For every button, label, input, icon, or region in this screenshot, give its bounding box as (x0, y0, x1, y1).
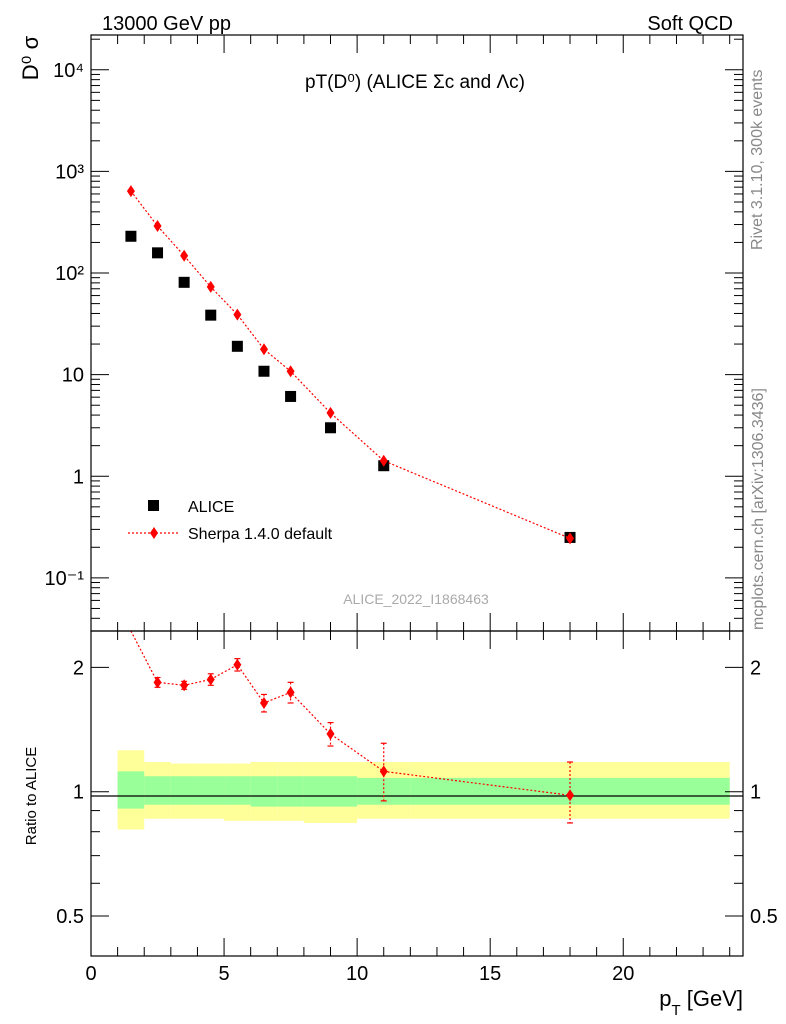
ratio-y-tick-label-right: 0.5 (750, 906, 778, 928)
alice-point (178, 276, 190, 288)
main-y-tick-label: 1 (73, 466, 84, 488)
ratio-sherpa-point (326, 727, 335, 740)
main-y-axis-label: D⁰ σ (18, 35, 43, 80)
ratio-y-tick-label-right: 1 (750, 782, 761, 804)
mcplots-label: mcplots.cern.ch [arXiv:1306.3436] (750, 388, 767, 630)
main-plot-panel: pT(D⁰) (ALICE Σc and Λc) D⁰ σ ALICE_2022… (18, 34, 744, 632)
stat-uncertainty-band (250, 776, 278, 807)
ratio-plot-frame (90, 630, 744, 957)
sherpa-point (566, 532, 575, 545)
ratio-sherpa-point (206, 673, 215, 686)
x-tick-label: 15 (479, 963, 501, 985)
main-y-tick-label: 10³ (55, 161, 84, 183)
sherpa-point (126, 185, 135, 198)
stat-uncertainty-band (144, 776, 171, 805)
alice-point (125, 230, 137, 242)
main-y-tick-label: 10² (55, 263, 84, 285)
ratio-uncertainty-bands (117, 750, 730, 830)
ratio-sherpa-point (153, 676, 162, 689)
stat-uncertainty-band (117, 771, 145, 809)
sherpa-line (130, 190, 571, 539)
ratio-sherpa-point (566, 789, 575, 802)
sherpa-point (180, 249, 189, 262)
ratio-axis-ticks: 0.5 0.51 12 20 5 10 15 20 (56, 631, 778, 985)
main-y-tick-label: 10⁻¹ (45, 568, 85, 590)
ratio-y-tick-label-right: 2 (750, 657, 761, 679)
stat-uncertainty-band (303, 776, 358, 807)
x-tick-label: 10 (346, 963, 368, 985)
legend: ALICE Sherpa 1.4.0 default (128, 499, 333, 543)
main-y-tick-label: 10⁴ (53, 60, 84, 82)
stat-uncertainty-band (277, 776, 304, 807)
alice-point (285, 390, 297, 402)
ratio-y-tick-label-left: 2 (73, 657, 84, 679)
ratio-sherpa-point (180, 679, 189, 692)
ratio-y-tick-label-left: 1 (73, 782, 84, 804)
energy-label: 13000 GeV pp (102, 13, 231, 35)
sherpa-point (286, 365, 295, 378)
alice-point (325, 422, 337, 434)
legend-marker-sherpa (150, 527, 158, 539)
main-data-layer (125, 185, 576, 545)
sherpa-point (206, 280, 215, 293)
x-tick-label: 20 (612, 963, 634, 985)
main-axis-ticks: 10⁻¹ 1 10 10² 10³ 10⁴ (45, 35, 743, 632)
x-tick-label: 5 (218, 963, 229, 985)
alice-point (205, 309, 217, 321)
legend-label-alice: ALICE (188, 499, 234, 516)
rivet-label: Rivet 3.1.10, 300k events (749, 69, 766, 250)
sherpa-point (379, 454, 388, 467)
stat-uncertainty-band (170, 776, 198, 805)
sherpa-point (153, 220, 162, 233)
ratio-data-layer (130, 630, 575, 824)
x-axis-label: pT [GeV] (659, 986, 743, 1019)
analysis-watermark: ALICE_2022_I1868463 (343, 591, 489, 607)
main-plot-title: pT(D⁰) (ALICE Σc and Λc) (305, 72, 525, 93)
x-tick-label: 0 (85, 963, 96, 985)
stat-uncertainty-band (224, 776, 251, 805)
ratio-sherpa-point (259, 696, 268, 709)
legend-marker-alice (148, 500, 159, 511)
alice-point (258, 365, 270, 377)
ratio-y-tick-label-left: 0.5 (56, 906, 84, 928)
ratio-sherpa-line (130, 630, 571, 796)
legend-label-sherpa: Sherpa 1.4.0 default (188, 526, 333, 543)
ratio-y-axis-label: Ratio to ALICE (23, 747, 40, 845)
alice-point (231, 340, 243, 352)
sherpa-point (326, 406, 335, 419)
sherpa-point (233, 308, 242, 321)
ratio-plot-panel: 0.5 0.51 12 20 5 10 15 20 Ratio to ALICE pT [Ge… (23, 630, 778, 1019)
ratio-sherpa-point (233, 658, 242, 671)
ratio-sherpa-point (286, 686, 295, 699)
main-y-tick-label: 10 (62, 365, 84, 387)
stat-uncertainty-band (197, 776, 225, 805)
sherpa-point (259, 343, 268, 356)
process-label: Soft QCD (647, 13, 733, 35)
ratio-sherpa-point (379, 765, 388, 778)
alice-point (152, 247, 164, 259)
